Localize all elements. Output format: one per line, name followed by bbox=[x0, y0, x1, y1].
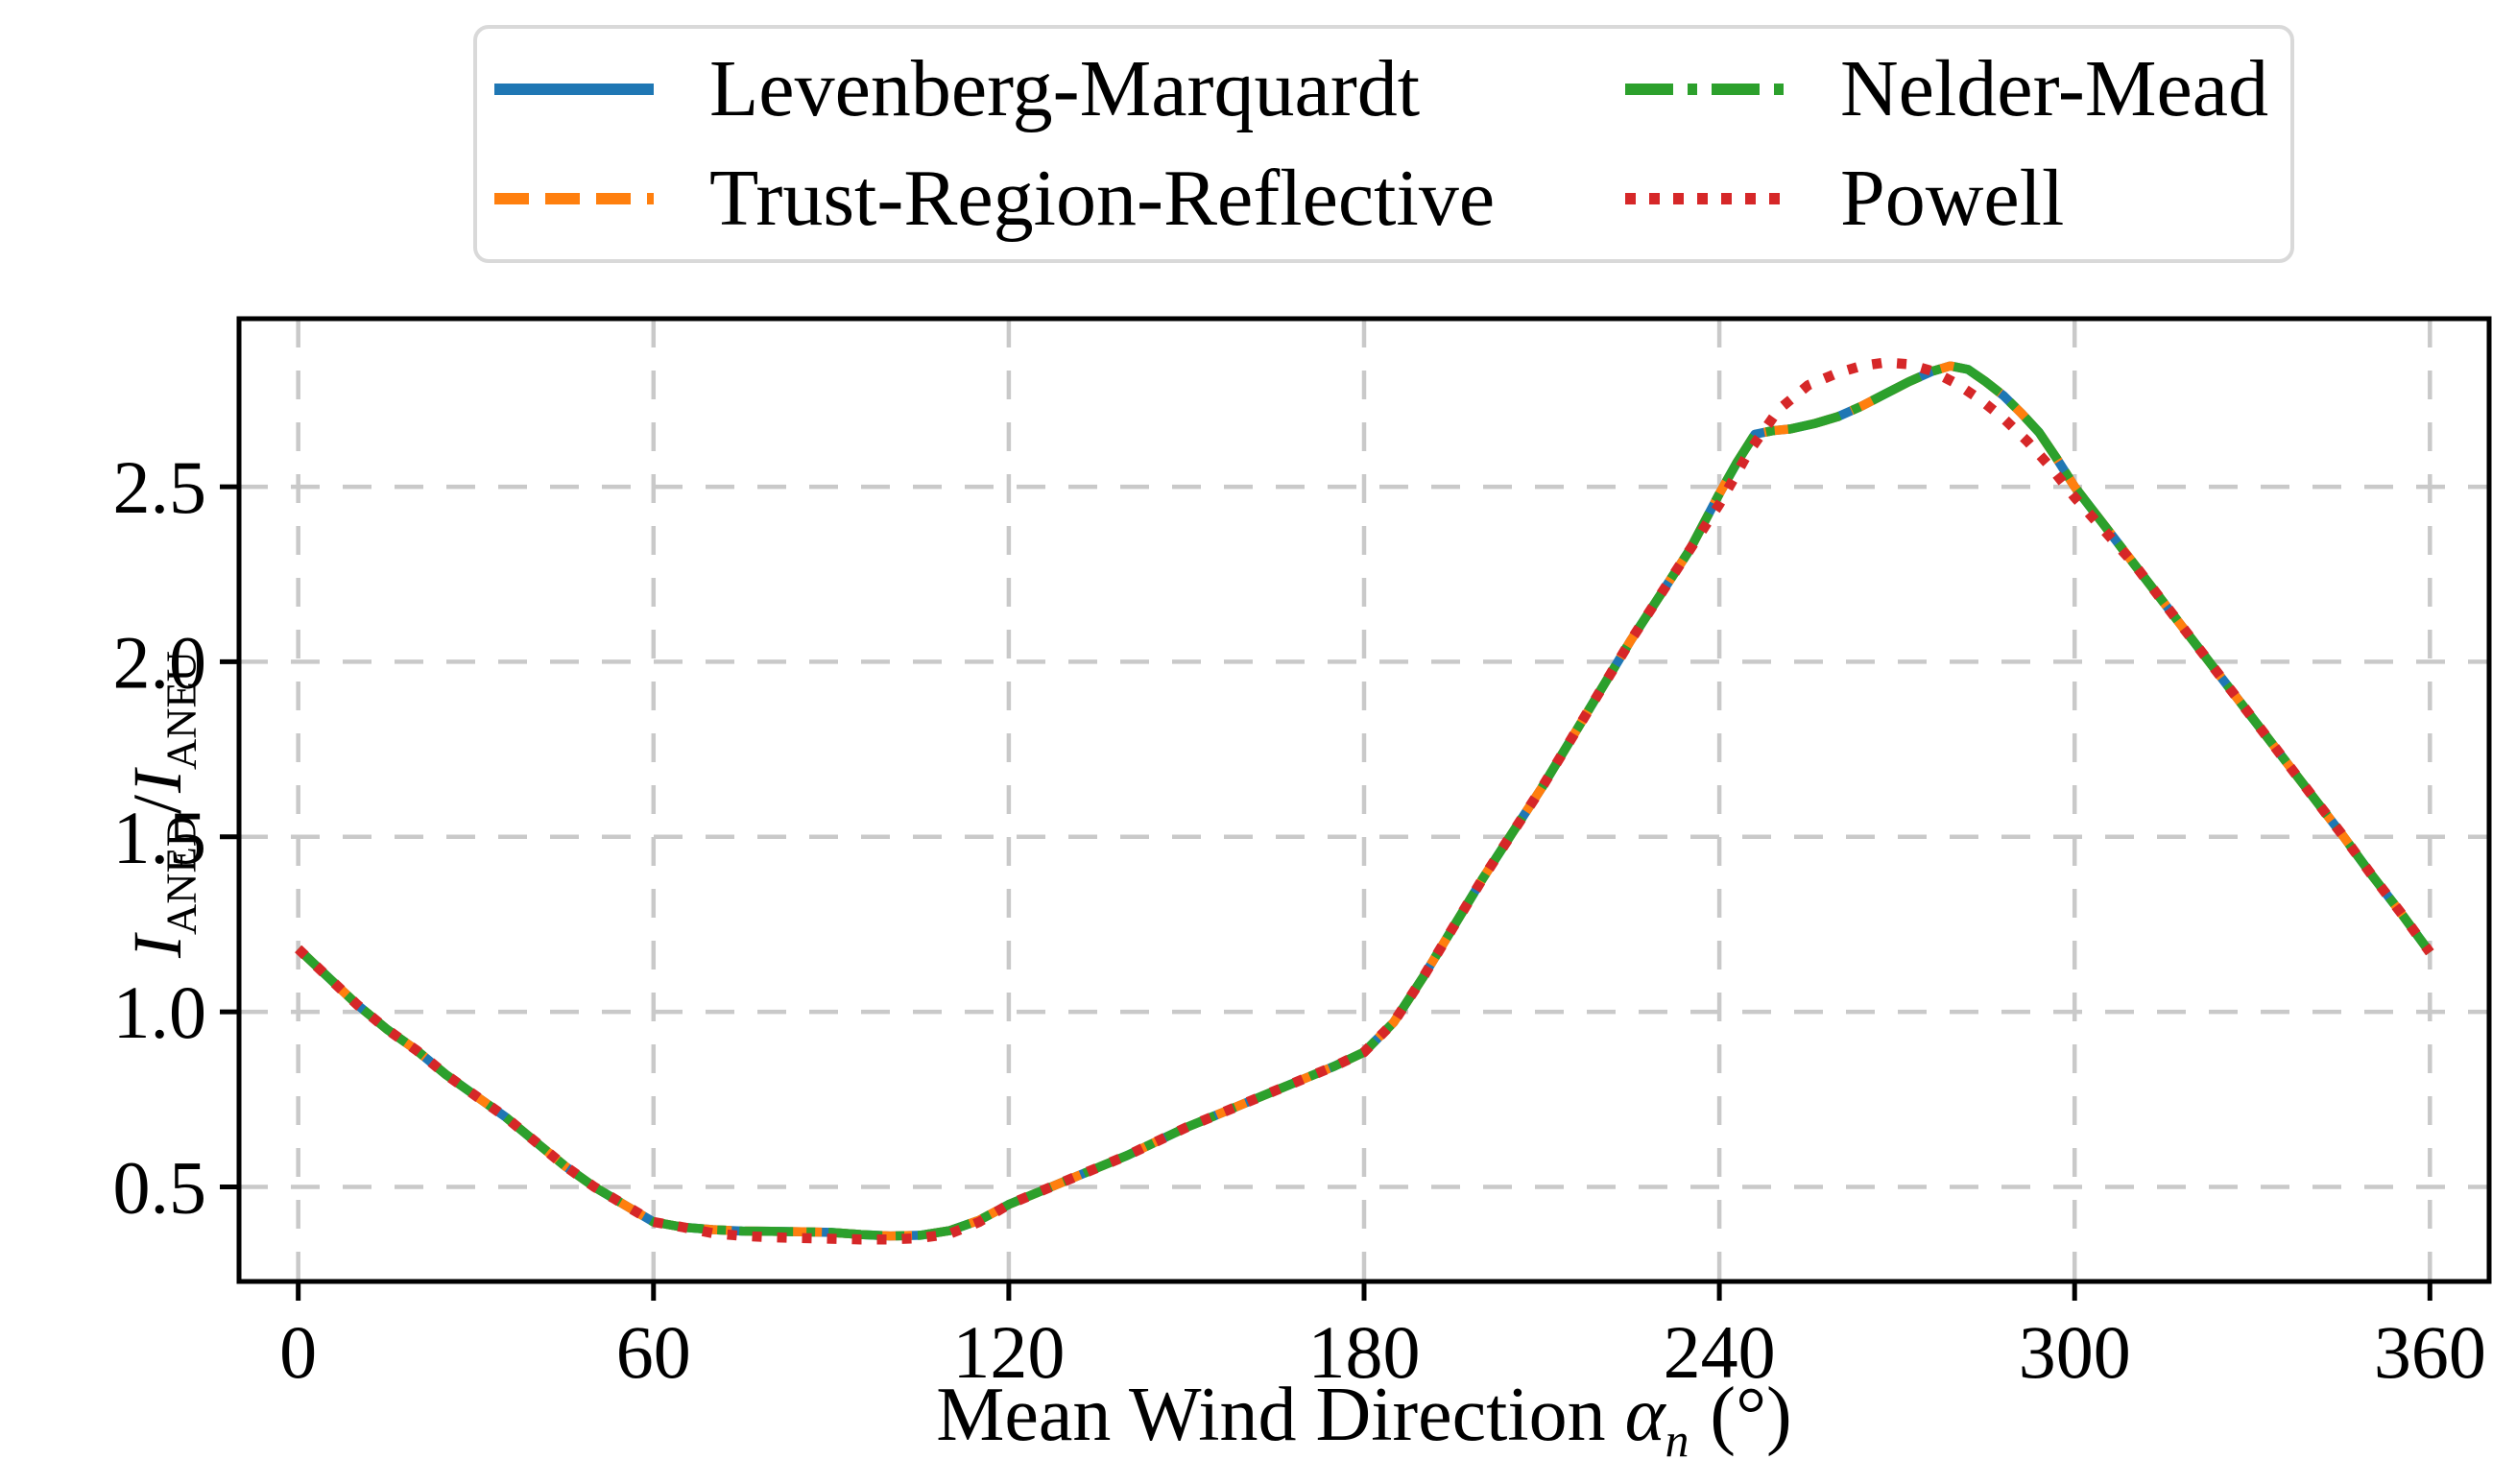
x-tick-label-120: 120 bbox=[952, 1310, 1065, 1394]
legend-sample-levenberg-marquardt-line bbox=[494, 84, 654, 95]
x-axis-label-text: Mean Wind Direction bbox=[936, 1373, 1606, 1457]
legend-sample-trust-region-reflective-line bbox=[494, 193, 654, 204]
x-axis-label: Mean Wind Direction αn (°) bbox=[239, 1371, 2489, 1464]
y-tick-label-2.5: 2.5 bbox=[113, 445, 207, 529]
legend-item-powell: Powell bbox=[1623, 158, 2290, 239]
y-axis-label-denominator-sub: ANEU bbox=[156, 651, 205, 771]
legend-item-nelder-mead: Nelder-Mead bbox=[1623, 49, 2290, 130]
x-axis-label-symbol-sub: n bbox=[1665, 1414, 1689, 1467]
x-axis-label-symbol: α bbox=[1624, 1373, 1665, 1457]
y-tick-label-1: 1.0 bbox=[113, 970, 207, 1054]
legend-label-trust-region-reflective: Trust-Region-Reflective bbox=[709, 154, 1496, 243]
y-tick-label-0.5: 0.5 bbox=[113, 1146, 207, 1230]
legend-item-trust-region-reflective: Trust-Region-Reflective bbox=[492, 158, 1623, 239]
legend-box: Levenberg-Marquardt Trust-Region-Reflect… bbox=[473, 25, 2294, 263]
legend-sample-powell-line bbox=[1625, 193, 1785, 204]
x-tick-label-360: 360 bbox=[2374, 1310, 2486, 1394]
legend-label-levenberg-marquardt: Levenberg-Marquardt bbox=[709, 44, 1421, 133]
x-tick-label-240: 240 bbox=[1664, 1310, 1776, 1394]
y-axis-label-numerator: I bbox=[119, 934, 196, 958]
y-tick-label-2: 2.0 bbox=[113, 620, 207, 704]
y-axis-label: IANED/IANEU bbox=[119, 651, 204, 958]
x-axis-label-unit: (°) bbox=[1710, 1373, 1792, 1457]
y-axis-label-numerator-sub: ANED bbox=[156, 816, 205, 935]
legend-label-powell: Powell bbox=[1840, 154, 2065, 243]
x-tick-label-0: 0 bbox=[279, 1310, 317, 1394]
y-tick-label-1.5: 1.5 bbox=[113, 796, 207, 879]
legend-label-nelder-mead: Nelder-Mead bbox=[1840, 44, 2269, 133]
x-tick-label-60: 60 bbox=[616, 1310, 691, 1394]
legend-sample-nelder-mead-line bbox=[1625, 84, 1785, 95]
y-axis-label-separator: / bbox=[119, 794, 196, 815]
x-tick-label-180: 180 bbox=[1308, 1310, 1421, 1394]
legend-item-levenberg-marquardt: Levenberg-Marquardt bbox=[492, 49, 1623, 130]
x-tick-label-300: 300 bbox=[2019, 1310, 2131, 1394]
y-axis-label-denominator: I bbox=[119, 770, 196, 793]
